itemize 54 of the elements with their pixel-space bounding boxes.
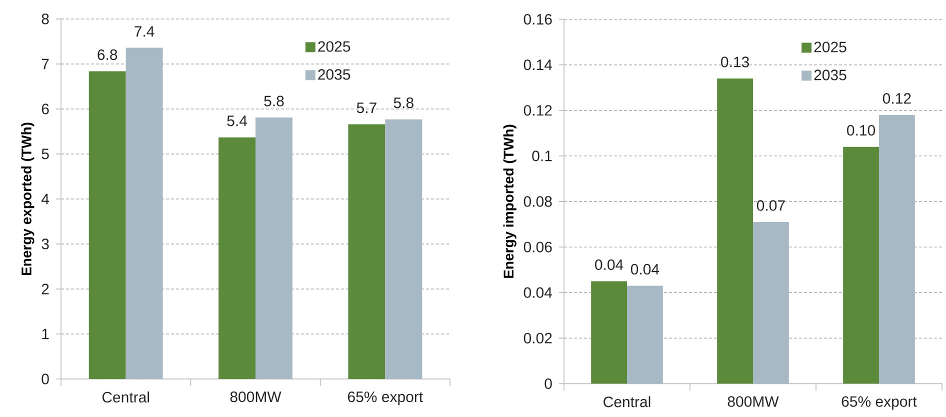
bar (256, 118, 292, 379)
x-tick-label: Central (102, 392, 149, 403)
y-tick-label: 0.08 (524, 196, 552, 207)
data-label: 7.4 (134, 26, 154, 37)
legend-label: 2035 (814, 70, 846, 80)
bar (878, 114, 915, 384)
y-tick-label: 4 (41, 194, 50, 204)
bar (126, 48, 163, 379)
data-label: 0.07 (756, 200, 785, 211)
y-tick-label: 0.06 (524, 242, 552, 252)
bar (843, 146, 879, 384)
y-tick-label: 0.14 (524, 60, 552, 70)
data-label: 5.7 (356, 102, 376, 114)
y-tick-label: 0.1 (532, 150, 552, 162)
x-tick-label: 800MW (728, 396, 779, 407)
y-tick-label: 8 (42, 14, 49, 24)
bar (348, 124, 386, 379)
data-label: 5.8 (394, 98, 414, 108)
y-tick-label: 6 (42, 104, 49, 114)
data-label: 0.13 (721, 56, 749, 68)
y-tick-label: 0.16 (524, 14, 552, 25)
y-tick-label: 7 (42, 58, 49, 70)
x-tick-label: 65% export (842, 396, 917, 410)
y-tick-label: 5 (42, 148, 49, 160)
data-label: 0.12 (882, 93, 911, 104)
y-axis-title: Energy exported (TWh) (21, 122, 34, 276)
y-tick-label: 0.12 (524, 105, 552, 116)
y-axis-title: Energy imported (TWh) (503, 124, 516, 278)
x-tick-label: Central (604, 396, 650, 408)
bar (88, 71, 126, 379)
y-tick-label: 0.02 (524, 332, 552, 344)
bar (627, 286, 663, 384)
bar (218, 137, 256, 379)
data-label: 0.04 (630, 264, 660, 275)
y-tick-label: 2 (42, 284, 49, 294)
y-tick-label: 1 (42, 328, 49, 340)
bar (385, 119, 422, 379)
x-tick-label: 65% export (348, 392, 423, 406)
data-label: 0.10 (847, 125, 876, 136)
data-label: 5.4 (227, 116, 248, 126)
legend-label: 2025 (814, 42, 846, 52)
legend-label: 2035 (318, 69, 350, 80)
legend-label: 2025 (318, 41, 350, 52)
y-tick-label: 0 (544, 378, 552, 389)
y-tick-label: 0.04 (524, 287, 552, 298)
bar (752, 222, 789, 384)
data-label: 6.8 (98, 49, 118, 60)
y-tick-label: 3 (42, 238, 49, 250)
bar (591, 281, 627, 384)
data-label: 5.8 (264, 96, 284, 106)
x-tick-label: 800MW (230, 392, 282, 402)
bar (717, 78, 753, 384)
data-label: 0.04 (595, 259, 624, 270)
y-tick-label: 0 (42, 374, 49, 384)
